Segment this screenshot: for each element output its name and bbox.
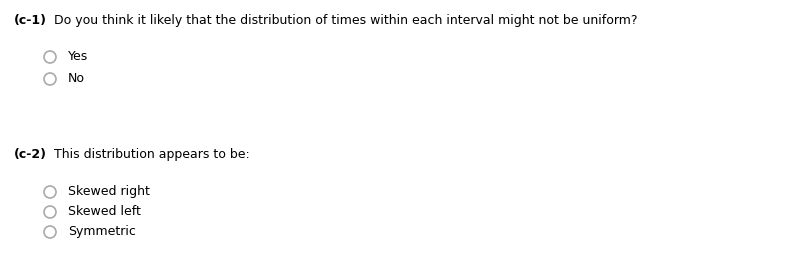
Circle shape [44,51,56,63]
Text: (c-2): (c-2) [14,148,47,161]
Text: Do you think it likely that the distribution of times within each interval might: Do you think it likely that the distribu… [50,14,638,27]
Text: Symmetric: Symmetric [68,225,136,238]
Text: No: No [68,72,85,85]
Text: This distribution appears to be:: This distribution appears to be: [50,148,250,161]
Circle shape [44,73,56,85]
Text: Skewed right: Skewed right [68,185,150,198]
Text: Skewed left: Skewed left [68,205,141,218]
Text: Yes: Yes [68,50,88,63]
Circle shape [44,226,56,238]
Circle shape [44,186,56,198]
Circle shape [44,206,56,218]
Text: (c-1): (c-1) [14,14,47,27]
